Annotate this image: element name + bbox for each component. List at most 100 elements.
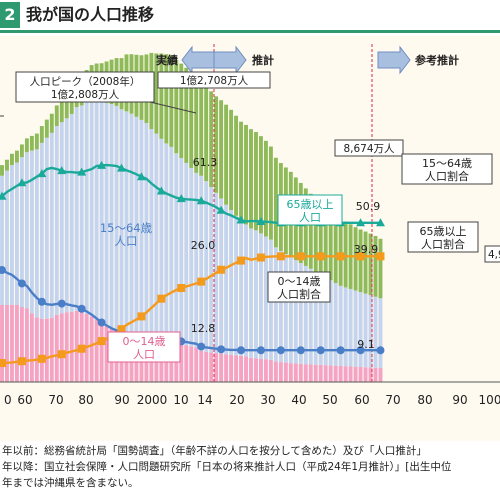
bar-working-1972	[54, 126, 59, 315]
bar-elderly-2102	[378, 238, 383, 299]
peak-callout-pointer	[149, 101, 197, 114]
bar-young-1986	[89, 316, 94, 382]
bar-elderly-2082	[328, 210, 333, 281]
value-2014-label: 1億2,708万人	[180, 74, 249, 87]
bar-elderly-2046	[239, 121, 243, 222]
x-tick-1980: 80	[78, 393, 93, 407]
arrow-projection	[213, 45, 247, 75]
bar-working-2080	[323, 277, 328, 366]
bar-working-2094	[358, 292, 363, 367]
bar-working-2086	[338, 285, 343, 366]
bar-elderly-2012	[154, 53, 159, 134]
bar-young-2102	[378, 368, 383, 382]
bar-elderly-2024	[184, 67, 189, 163]
marker-elderly-ratio-1990	[97, 337, 106, 346]
marker-young-ratio-2094	[356, 346, 365, 355]
bar-elderly-2036	[214, 96, 219, 193]
bar-working-2018	[169, 146, 174, 343]
ratio-65-2060: 39.9	[354, 243, 379, 256]
marker-young-ratio-1990	[97, 318, 106, 327]
bar-working-1978	[69, 113, 74, 312]
bar-elderly-2052	[254, 132, 258, 231]
bar-young-2054	[259, 358, 263, 382]
bar-young-1990	[99, 323, 104, 382]
bar-working-2082	[328, 280, 333, 366]
x-tick-2040: 40	[291, 393, 306, 407]
bar-young-1992	[104, 326, 109, 382]
bar-working-1952	[5, 170, 9, 305]
arrow-reference	[377, 45, 411, 75]
bar-working-1968	[44, 137, 49, 319]
bar-working-2050	[249, 228, 253, 358]
bar-elderly-2016	[164, 54, 169, 144]
bar-young-1954	[10, 304, 14, 382]
bar-working-1970	[49, 132, 54, 318]
value-cut-box	[484, 245, 500, 263]
label-ratio-65-box	[407, 221, 479, 253]
marker-elderly-ratio-2054	[256, 253, 265, 262]
bar-working-2088	[343, 287, 348, 367]
bar-young-1978	[69, 311, 74, 382]
bar-young-2030	[199, 350, 204, 382]
value-cut-label: 4,9	[488, 249, 500, 261]
bar-young-2044	[234, 355, 239, 382]
bar-working-2066	[288, 257, 293, 364]
bar-working-1950	[0, 175, 4, 305]
marker-elderly-ratio-2046	[237, 256, 246, 265]
bar-elderly-1972	[54, 105, 59, 127]
bar-working-2046	[239, 221, 243, 356]
bar-working-2078	[318, 274, 323, 365]
label-ratio-0-14-line-1: 人口割合	[277, 287, 321, 301]
bar-working-2034	[209, 186, 214, 353]
bar-elderly-2094	[358, 229, 363, 293]
bar-working-1974	[59, 122, 64, 314]
ratio-15-64-2014: 61.3	[193, 156, 218, 169]
bar-young-2072	[303, 364, 308, 382]
x-tick-2100: 100	[479, 393, 500, 407]
marker-young-ratio-1982	[77, 304, 86, 313]
figure-title: 我が国の人口推移	[26, 5, 155, 24]
bar-elderly-2080	[323, 206, 328, 278]
bar-elderly-2020	[174, 59, 179, 154]
marker-elderly-ratio-1958	[17, 357, 26, 366]
bar-elderly-2084	[333, 214, 338, 283]
bar-elderly-2058	[268, 146, 273, 240]
bar-elderly-2076	[313, 197, 318, 272]
marker-elderly-ratio-2006	[137, 312, 146, 321]
label-ratio-15-64-line-1: 人口割合	[425, 169, 469, 183]
header-band	[0, 0, 500, 30]
bar-young-2064	[283, 362, 288, 382]
marker-working-ratio-1982	[77, 167, 87, 176]
bar-young-1950	[0, 304, 4, 382]
bar-young-2026	[189, 346, 194, 382]
bar-working-2070	[298, 263, 303, 364]
bar-elderly-2048	[244, 124, 248, 225]
bar-young-2078	[318, 364, 323, 382]
bar-working-2040	[224, 204, 229, 355]
peak-callout-box	[15, 71, 155, 103]
period-label-projection: 推計	[252, 53, 274, 67]
marker-working-ratio-1974	[57, 166, 67, 175]
bar-working-2032	[204, 181, 209, 352]
bar-young-1962	[29, 313, 34, 382]
marker-young-ratio-1966	[37, 297, 46, 306]
bar-young-2082	[328, 365, 333, 382]
marker-working-ratio-2038	[216, 205, 226, 214]
bar-elderly-1976	[64, 94, 69, 119]
bar-working-2010	[149, 129, 154, 339]
bar-young-2028	[194, 347, 199, 382]
bar-young-2042	[229, 354, 234, 382]
source-note-2: 年以降：国立社会保障・人口問題研究所「日本の将来推計人口（平成24年1月推計）」…	[2, 461, 452, 473]
marker-working-ratio-1950	[0, 191, 7, 200]
marker-working-ratio-2046	[236, 215, 246, 224]
bar-elderly-2042	[229, 109, 234, 211]
bar-young-2038	[219, 353, 224, 382]
bar-working-2060	[273, 247, 278, 362]
bar-young-2048	[244, 356, 248, 382]
marker-young-ratio-2070	[296, 346, 305, 355]
bar-young-2096	[363, 367, 368, 382]
bar-elderly-1966	[39, 126, 44, 143]
x-tick-1990: 90	[114, 393, 129, 407]
marker-working-ratio-2030	[196, 196, 206, 205]
bar-young-2080	[323, 365, 328, 382]
